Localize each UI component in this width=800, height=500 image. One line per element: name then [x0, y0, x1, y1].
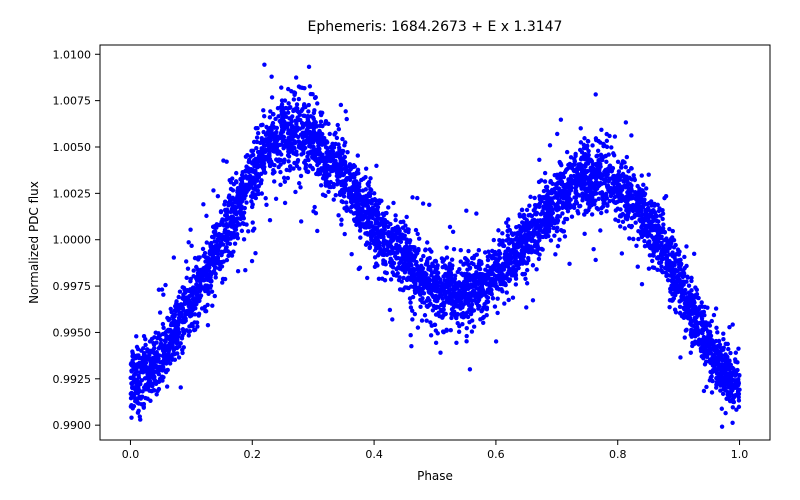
x-tick-label: 0.6 — [487, 448, 505, 461]
y-tick-label: 0.9950 — [53, 326, 92, 339]
y-tick-label: 1.0100 — [53, 48, 92, 61]
y-tick-label: 0.9975 — [53, 280, 92, 293]
chart-title: Ephemeris: 1684.2673 + E x 1.3147 — [308, 19, 563, 35]
light-curve-chart: Ephemeris: 1684.2673 + E x 1.3147 0.9900… — [0, 0, 800, 500]
y-axis-ticks: 0.9900 0.9925 0.9950 0.9975 1.0000 1.0025 1.00… — [53, 48, 101, 432]
x-tick-label: 0.2 — [244, 448, 262, 461]
x-axis-ticks: 0.0 0.2 0.4 0.6 0.8 1.0 — [122, 440, 749, 461]
y-tick-label: 1.0075 — [53, 95, 92, 108]
x-axis-label: Phase — [417, 469, 453, 483]
x-tick-label: 0.0 — [122, 448, 140, 461]
y-tick-label: 0.9900 — [53, 419, 92, 432]
x-tick-label: 0.4 — [365, 448, 383, 461]
x-tick-label: 1.0 — [731, 448, 749, 461]
y-tick-label: 1.0000 — [53, 234, 92, 247]
y-tick-label: 1.0025 — [53, 187, 92, 200]
y-tick-label: 0.9925 — [53, 373, 92, 386]
y-axis-label: Normalized PDC flux — [27, 181, 41, 304]
y-tick-label: 1.0050 — [53, 141, 92, 154]
x-tick-label: 0.8 — [609, 448, 627, 461]
